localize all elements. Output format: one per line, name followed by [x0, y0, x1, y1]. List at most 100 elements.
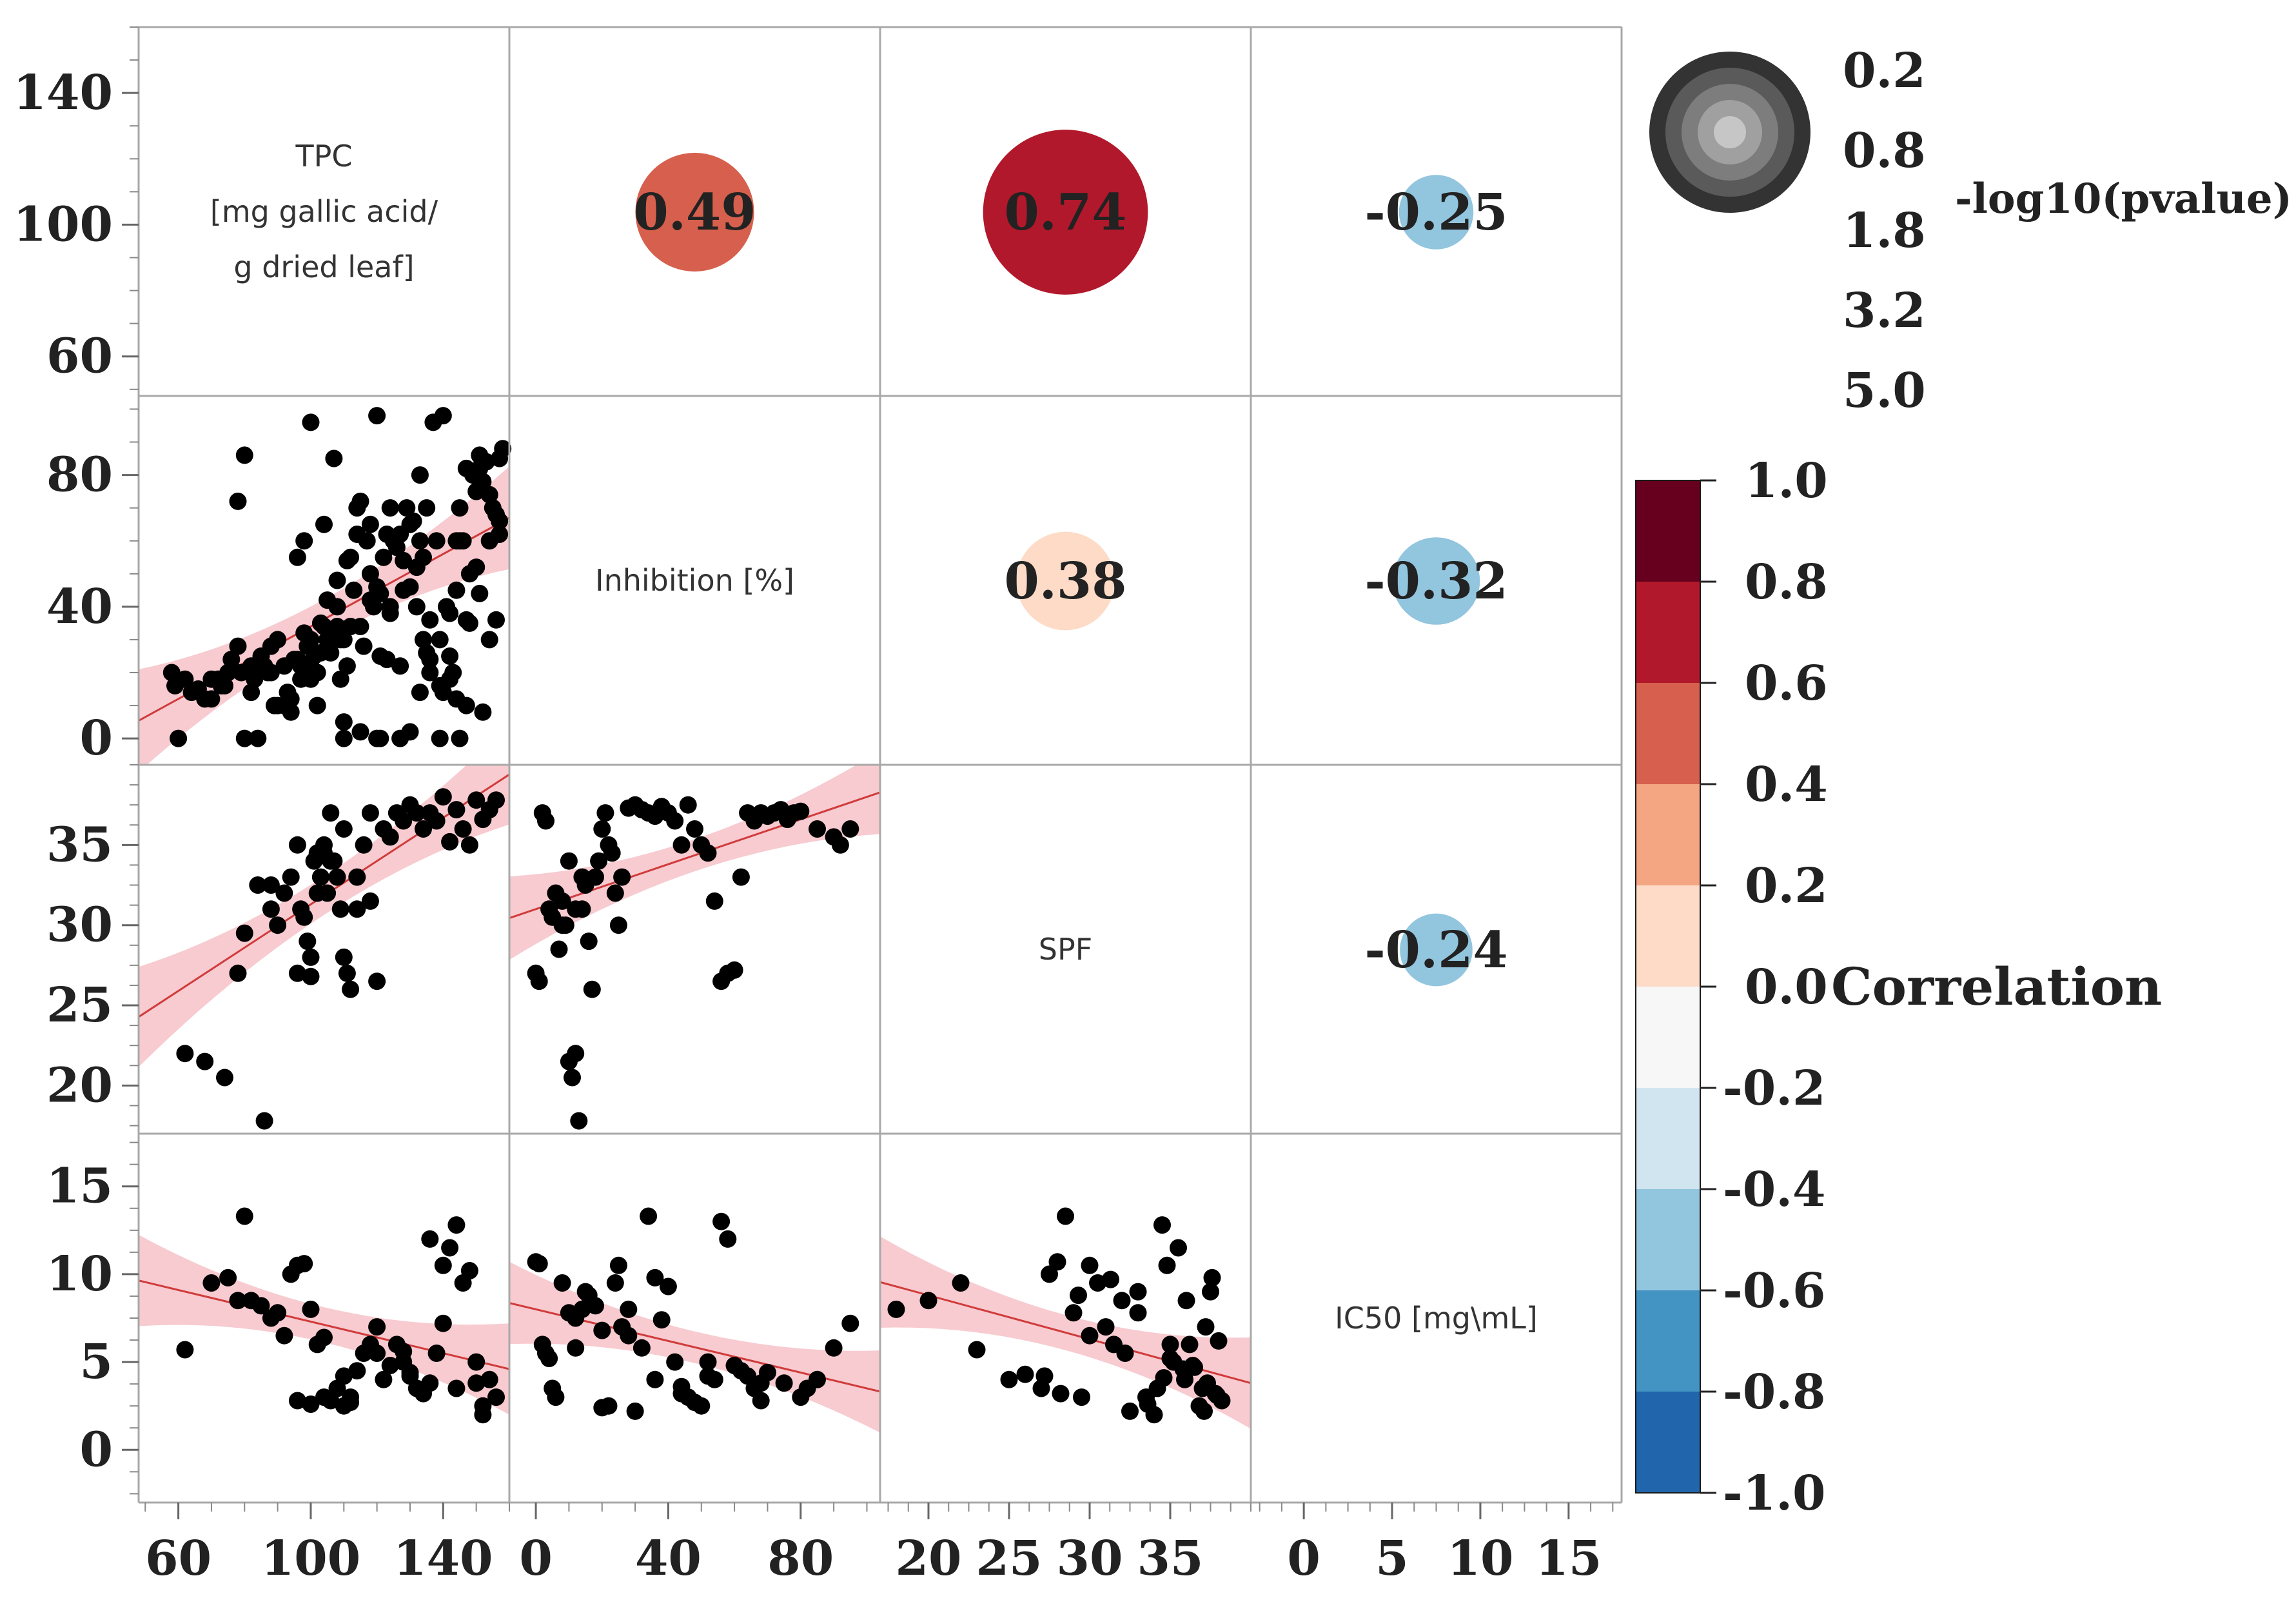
point-2-1: [792, 802, 810, 820]
point-1-0: [421, 664, 439, 682]
x-tick-label: 140: [393, 1531, 493, 1586]
correlation-circle-1-3: [1392, 537, 1480, 625]
point-2-0: [441, 833, 459, 851]
point-2-1: [841, 820, 859, 838]
point-2-0: [282, 868, 300, 886]
point-2-0: [335, 948, 353, 966]
point-2-0: [302, 948, 320, 966]
correlation-circle-0-2: [983, 130, 1148, 295]
point-3-0: [427, 1345, 446, 1362]
point-3-2: [1065, 1304, 1083, 1322]
point-3-0: [467, 1374, 486, 1392]
point-3-0: [447, 1379, 466, 1397]
point-2-0: [255, 1112, 273, 1130]
point-2-1: [587, 868, 604, 886]
point-1-0: [447, 532, 466, 550]
point-1-0: [494, 440, 512, 458]
point-1-0: [295, 532, 313, 550]
x-tick-label: 5: [1375, 1531, 1409, 1586]
point-1-0: [355, 637, 373, 655]
point-1-0: [467, 558, 486, 577]
point-2-1: [590, 852, 608, 870]
point-3-0: [269, 1304, 287, 1322]
point-3-1: [553, 1274, 571, 1292]
point-2-1: [583, 980, 601, 998]
point-1-0: [368, 729, 386, 747]
point-2-0: [407, 804, 426, 822]
point-1-0: [401, 578, 419, 596]
point-3-0: [441, 1239, 459, 1257]
point-1-0: [288, 651, 306, 669]
color-legend-swatch: [1636, 480, 1700, 582]
point-3-2: [1202, 1283, 1219, 1301]
point-3-1: [646, 1370, 664, 1388]
y-tick-label: 10: [46, 1247, 113, 1302]
color-legend-swatch: [1636, 683, 1700, 785]
matrix-grid: [137, 26, 1623, 1504]
point-3-2: [919, 1292, 937, 1310]
point-1-0: [235, 729, 253, 747]
point-3-1: [699, 1353, 717, 1371]
correlation-circle-1-2: [1016, 531, 1115, 631]
point-1-0: [411, 684, 429, 702]
y-tick-label: 5: [80, 1334, 113, 1390]
correlation-circle-0-1: [635, 152, 754, 272]
point-1-0: [411, 466, 429, 484]
diagonal-label-Inhibition: Inhibition [%]: [595, 563, 794, 598]
point-2-1: [725, 961, 743, 979]
point-3-2: [1155, 1369, 1173, 1387]
size-legend-value: 1.8: [1843, 203, 1926, 259]
point-1-0: [202, 690, 221, 708]
point-1-0: [235, 446, 253, 464]
point-2-0: [315, 844, 333, 862]
y-tick-label: 30: [46, 898, 113, 953]
point-1-0: [375, 548, 393, 566]
point-3-1: [587, 1297, 604, 1315]
point-1-0: [351, 492, 369, 510]
point-3-0: [447, 1216, 466, 1234]
point-1-0: [319, 591, 337, 609]
point-2-1: [613, 868, 631, 886]
point-3-2: [1170, 1239, 1187, 1257]
point-2-0: [427, 812, 446, 830]
point-1-0: [471, 459, 489, 477]
point-3-2: [1210, 1332, 1228, 1350]
x-tick-label: 20: [896, 1531, 962, 1586]
point-3-0: [375, 1370, 393, 1388]
point-1-0: [315, 515, 333, 533]
point-3-2: [1197, 1318, 1215, 1336]
point-3-1: [659, 1277, 677, 1296]
point-2-0: [338, 964, 356, 982]
x-tick-label: 100: [261, 1531, 360, 1586]
point-3-0: [348, 1362, 366, 1380]
point-3-1: [540, 1350, 558, 1368]
point-3-0: [395, 1343, 413, 1361]
point-1-0: [216, 676, 233, 695]
point-1-0: [480, 631, 498, 649]
y-tick-label: 80: [46, 448, 113, 503]
point-3-2: [1041, 1265, 1058, 1283]
point-3-1: [606, 1274, 624, 1292]
point-1-0: [170, 729, 188, 747]
point-2-0: [467, 791, 486, 809]
size-legend-title: -log10(pvalue): [1955, 175, 2292, 223]
point-1-0: [335, 713, 353, 731]
diagonal-label-TPC: [mg gallic acid/: [210, 194, 438, 229]
point-1-0: [474, 703, 492, 721]
diagonal-label-SPF: SPF: [1039, 932, 1092, 967]
point-3-1: [609, 1256, 627, 1274]
point-3-1: [600, 1397, 618, 1415]
point-3-2: [1113, 1292, 1131, 1310]
point-2-0: [361, 892, 379, 910]
point-1-0: [331, 670, 349, 688]
point-1-0: [381, 499, 399, 517]
point-3-1: [620, 1326, 638, 1345]
color-legend-tick-label: 0.8: [1745, 555, 1828, 610]
point-2-0: [302, 967, 320, 985]
point-2-0: [415, 820, 432, 838]
color-legend-tick-label: 0.4: [1745, 757, 1828, 813]
point-2-0: [342, 980, 360, 998]
point-3-0: [202, 1274, 221, 1292]
point-2-0: [288, 964, 306, 982]
